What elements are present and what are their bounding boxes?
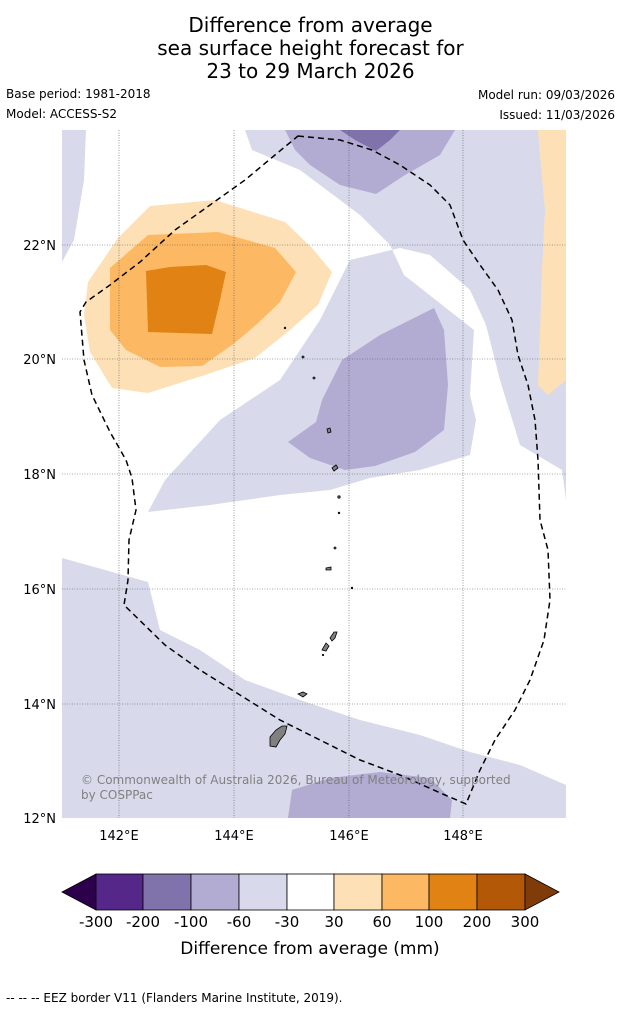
model-name: Model: ACCESS-S2: [6, 107, 118, 121]
contour-minus-100: [340, 130, 400, 151]
colorbar-bin: [238, 873, 288, 911]
island-guguan: [337, 511, 341, 515]
colorbar-ticks: -300 -200 -100 -60 -30 30 60 100 200 300: [79, 913, 539, 931]
island-anatahan: [325, 566, 332, 571]
colorbar-bin: [95, 873, 144, 911]
colorbar-bin: [286, 873, 335, 911]
lat-label: 16°N: [23, 583, 56, 598]
island-saipan: [329, 631, 338, 642]
title-line-3: 23 to 29 March 2026: [206, 59, 415, 83]
lat-label: 20°N: [23, 353, 56, 368]
colorbar-tick: -30: [275, 913, 300, 931]
colorbar-bin: [333, 873, 383, 911]
colorbar-tick: 300: [511, 913, 540, 931]
title-line-2: sea surface height forecast for: [157, 36, 464, 60]
sea-height-map: © Commonwealth of Australia 2026, Bureau…: [62, 130, 566, 818]
latitude-labels: 22°N 20°N 18°N 16°N 14°N 12°N: [23, 239, 56, 827]
island-tinian: [321, 642, 330, 652]
island-guam: [269, 725, 288, 748]
colorbar-bin: [142, 873, 192, 911]
colorbar: [61, 873, 560, 911]
colorbar-extend-high: [524, 873, 560, 911]
lat-label: 12°N: [23, 812, 56, 827]
lon-label: 148°E: [443, 829, 483, 844]
island-maug: [301, 355, 305, 359]
colorbar-tick: 30: [324, 913, 343, 931]
colorbar-tick: -200: [126, 913, 160, 931]
graticule: [62, 130, 566, 818]
colorbar-label: Difference from average (mm): [180, 939, 439, 959]
island-asuncion: [312, 376, 316, 380]
longitude-labels: 142°E 144°E 146°E 148°E: [99, 829, 483, 844]
island-rota: [297, 691, 308, 698]
island-agrihan: [326, 427, 332, 434]
copyright-line-2: by COSPPac: [81, 788, 153, 802]
colorbar-bin: [428, 873, 478, 911]
eez-border: [79, 135, 551, 805]
island-alamagan: [337, 495, 341, 499]
chart-title: Difference from average sea surface heig…: [0, 14, 621, 83]
lat-label: 18°N: [23, 468, 56, 483]
contour-plus-100: [146, 265, 226, 334]
base-period: Base period: 1981-2018: [6, 87, 151, 101]
eez-legend: -- -- -- EEZ border V11 (Flanders Marine…: [6, 991, 343, 1005]
colorbar-extend-low: [61, 873, 97, 911]
colorbar-bin: [190, 873, 240, 911]
island-farallon-de-medinilla: [350, 586, 354, 590]
colorbar-tick: -300: [79, 913, 113, 931]
colorbar-bin: [476, 873, 526, 911]
colorbar-tick: -60: [227, 913, 252, 931]
colorbar-tick: -100: [174, 913, 208, 931]
island-aguijan: [321, 653, 325, 657]
lat-label: 14°N: [23, 698, 56, 713]
title-line-1: Difference from average: [188, 13, 433, 37]
lon-label: 144°E: [214, 829, 254, 844]
colorbar-bin: [381, 873, 430, 911]
lat-label: 22°N: [23, 239, 56, 254]
colorbar-tick: 60: [372, 913, 391, 931]
copyright-line-1: © Commonwealth of Australia 2026, Bureau…: [81, 773, 511, 787]
mariana-islands: [269, 326, 354, 748]
issued-date: Issued: 11/03/2026: [499, 108, 615, 122]
lon-label: 146°E: [329, 829, 369, 844]
island-sarigan: [333, 546, 337, 550]
contour-plus-30-east: [538, 130, 566, 395]
contour-minus-30: [62, 130, 566, 818]
model-run: Model run: 09/03/2026: [477, 88, 615, 102]
colorbar-tick: 100: [415, 913, 444, 931]
island-pagan: [331, 464, 339, 472]
island-uracas: [283, 326, 287, 330]
colorbar-tick: 200: [463, 913, 492, 931]
lon-label: 142°E: [99, 829, 139, 844]
